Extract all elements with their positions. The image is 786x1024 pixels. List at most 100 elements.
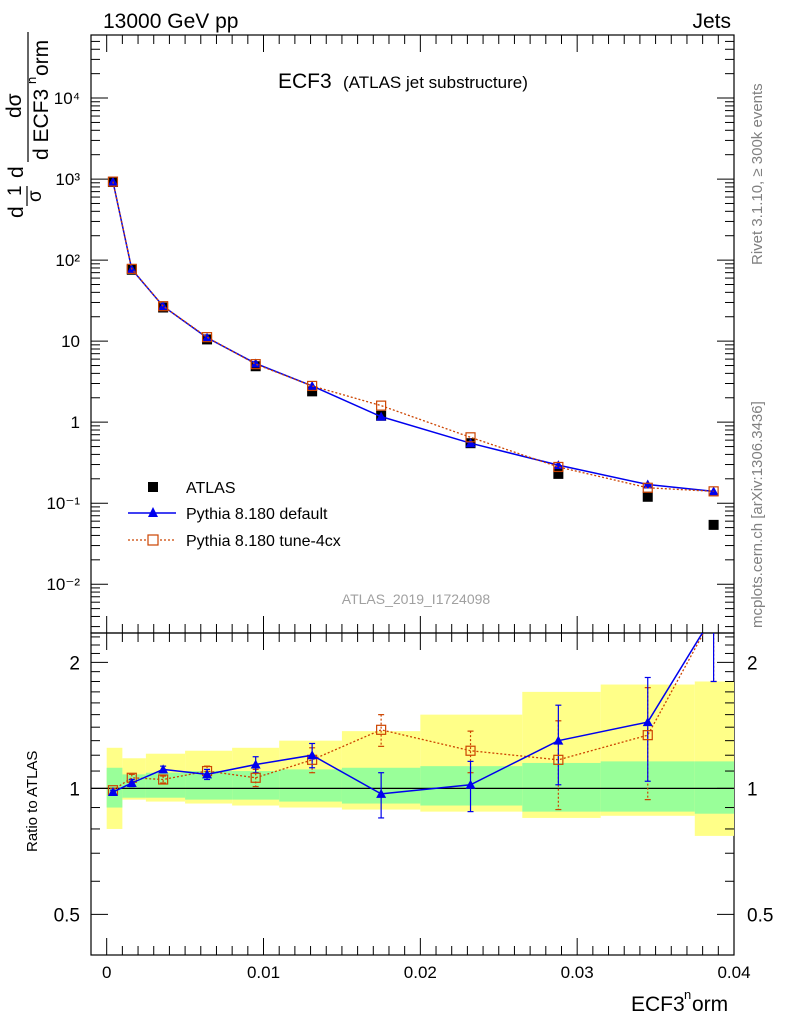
y-tick-label: 10²: [55, 251, 80, 270]
ratio-band-inner: [232, 771, 280, 800]
x-tick-label: 0.04: [717, 963, 750, 982]
pythia-default-ratio-point: [250, 759, 261, 769]
pythia-default-ratio-point: [307, 750, 318, 760]
pythia-tune-ratio-point: [376, 724, 387, 735]
y-label-prefix-top: 1: [5, 185, 26, 196]
pythia-tune-point: [201, 332, 213, 343]
x-tick-label: 0.01: [247, 963, 280, 982]
pythia-tune-point: [107, 176, 119, 187]
pythia-tune-point: [465, 432, 476, 443]
ratio-band-inner: [694, 761, 734, 814]
pythia-default-point: [250, 358, 261, 368]
x-label-tail: orm: [692, 993, 728, 1016]
y-tick-label: 10⁻¹: [46, 494, 80, 513]
atlas-data-point: [642, 491, 653, 502]
pythia-tune-point: [642, 482, 653, 493]
ratio-tick-label-right: 1: [747, 779, 758, 800]
rivet-label: Rivet 3.1.10, ≥ 300k events: [749, 83, 766, 265]
y-label-prefix-bottom: σ: [25, 190, 46, 202]
pythia-tune-ratio-point: [158, 774, 169, 785]
pythia-default-point: [642, 479, 653, 489]
pythia-default-point: [465, 438, 476, 448]
legend-marker-pythia-tune: [147, 534, 159, 546]
pythia-default-ratio-point: [553, 735, 564, 745]
mcplots-label: mcplots.cern.ch [arXiv:1306.3436]: [749, 401, 766, 628]
legend-label-pythia-tune: Pythia 8.180 tune-4cx: [186, 533, 341, 550]
y-tick-label: 10⁻²: [46, 575, 80, 594]
legend-label-atlas: ATLAS: [186, 480, 236, 497]
ratio-tick-label-right: 0.5: [747, 905, 773, 926]
pythia-tune-ratio-point: [250, 772, 261, 783]
pythia-tune-point: [376, 400, 387, 411]
pythia-default-point: [553, 460, 564, 470]
ratio-band-inner: [106, 767, 123, 808]
legend-label-pythia-default: Pythia 8.180 default: [186, 506, 328, 523]
pythia-tune-point: [126, 263, 137, 274]
analysis-id: ATLAS_2019_I1724098: [342, 591, 491, 607]
y-label-numerator: dσ: [3, 93, 26, 118]
legend-item-pythia-tune: Pythia 8.180 tune-4cx: [128, 533, 341, 550]
pythia-tune-ratio-point: [709, 610, 718, 619]
y-label-denominator: d ECF3: [30, 89, 53, 160]
x-label-base: ECF3: [631, 993, 685, 1016]
pythia-default-point: [376, 411, 387, 421]
pythia-tune-point: [307, 380, 318, 392]
y-tick-label: 10³: [55, 170, 80, 189]
pythia-default-ratio-point: [642, 717, 653, 727]
atlas-data-point: [708, 519, 719, 530]
pythia-tune-point: [250, 359, 261, 370]
pythia-tune-ratio-point: [642, 730, 653, 741]
legend-item-pythia-default: Pythia 8.180 default: [128, 506, 328, 523]
y-label-prefix-d2: d: [5, 166, 28, 178]
ratio-tick-label: 1: [69, 779, 80, 800]
legend-marker-pythia-default: [148, 507, 158, 517]
legend-item-atlas: ATLAS: [148, 480, 236, 497]
pythia-default-ratio-point: [376, 788, 387, 798]
plot-subtitle: (ATLAS jet substructure): [343, 73, 528, 92]
ratio-tick-label: 0.5: [54, 905, 80, 926]
x-tick-label: 0.03: [561, 963, 594, 982]
y-tick-label: 10: [61, 332, 80, 351]
header-left: 13000 GeV pp: [103, 10, 238, 33]
ratio-uncertainty-bands: [106, 681, 734, 836]
y-axis-label: d 1 σ d dσ d ECF3 n orm: [3, 32, 53, 218]
pythia-default-ratio-point: [158, 764, 169, 774]
header-right: Jets: [692, 10, 731, 33]
y-label-den-tail: orm: [30, 40, 53, 76]
x-label-sup: n: [684, 987, 691, 1002]
x-tick-label: 0.02: [404, 963, 437, 982]
ratio-band-inner: [522, 762, 601, 812]
pythia-tune-ratio-point: [465, 745, 476, 756]
pythia-default-ratio-point: [709, 610, 719, 619]
pythia-tune-line: [112, 181, 714, 492]
y-tick-label: 10⁴: [54, 89, 80, 108]
pythia-tune-ratio-point: [553, 754, 564, 765]
ratio-axis-label: Ratio to ATLAS: [24, 751, 41, 852]
x-axis-label: ECF3 n orm: [631, 987, 728, 1016]
plot-title: ECF3: [278, 70, 332, 93]
y-tick-label: 1: [71, 413, 80, 432]
data-series: [107, 176, 719, 819]
atlas-data-point: [307, 386, 318, 397]
y-axis-ticks: 10⁻² 10⁻¹ 1 10 10² 10³ 10⁴: [46, 34, 734, 628]
pythia-default-ratio-point: [126, 777, 137, 787]
y-label-den-sup: n: [24, 77, 39, 84]
legend: ATLAS Pythia 8.180 default Pythia 8.180 …: [128, 480, 341, 550]
pythia-tune-point: [553, 461, 564, 473]
ratio-tick-label-right: 2: [747, 653, 758, 674]
x-tick-label: 0: [102, 963, 111, 982]
pythia-tune-point: [708, 486, 719, 497]
x-axis-ticks: 0 0.01 0.02 0.03 0.04: [102, 35, 751, 982]
pythia-default-point: [307, 380, 318, 390]
y-label-prefix-d: d: [5, 206, 28, 218]
pythia-tune-ratio-line: [112, 633, 705, 791]
pythia-default-ratio-point: [107, 787, 118, 797]
pythia-default-point: [107, 176, 118, 186]
ratio-band-inner: [279, 769, 342, 802]
atlas-data-point: [553, 468, 564, 479]
pythia-default-ratio-point: [465, 779, 476, 789]
ratio-tick-label: 2: [69, 653, 80, 674]
pythia-default-ratio-point: [202, 769, 213, 779]
pythia-default-point: [202, 332, 213, 342]
